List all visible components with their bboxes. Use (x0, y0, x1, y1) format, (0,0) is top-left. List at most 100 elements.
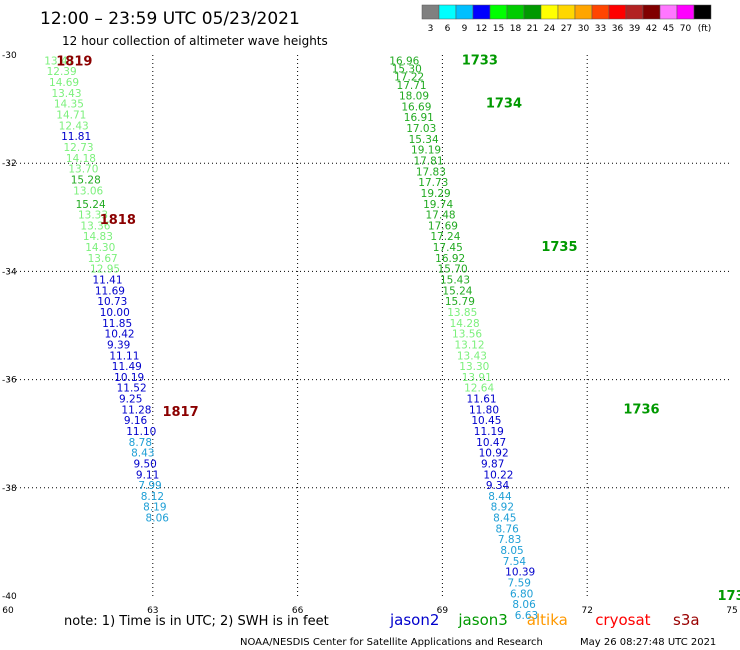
swh-value-jason3: 10.22 (483, 469, 513, 481)
x-tick-label: 66 (292, 606, 304, 616)
swh-value-s3a: 14.18 (66, 153, 96, 165)
x-tick-label: 60 (2, 606, 14, 616)
swh-value-s3a: 12.95 (90, 264, 120, 276)
swh-value-jason3: 13.12 (454, 339, 484, 351)
swh-value-jason3: 18.09 (399, 91, 429, 103)
satellite-label-s3a: s3a (673, 611, 700, 629)
footer-timestamp: May 26 08:27:48 UTC 2021 (580, 637, 716, 648)
swh-value-jason3: 13.85 (447, 307, 477, 319)
legend-label: 42 (646, 24, 657, 34)
swh-value-s3a: 10.73 (97, 296, 127, 308)
x-tick-label: 72 (581, 606, 592, 616)
legend-label: (ft) (698, 24, 712, 34)
swh-value-jason3: 16.96 (389, 55, 419, 67)
swh-value-jason3: 19.29 (421, 188, 451, 200)
footer-note: note: 1) Time is in UTC; 2) SWH is in fe… (64, 614, 329, 629)
legend-swatch (591, 4, 610, 20)
time-labels: 1819 1818 1817 1733 1734 1735 1736 173 (56, 53, 740, 604)
swh-value-s3a: 11.69 (95, 285, 125, 297)
swh-value-jason3: 7.59 (508, 577, 531, 589)
swh-value-s3a: 11.11 (109, 350, 139, 362)
swh-value-s3a: 15.28 (71, 174, 101, 186)
swh-value-jason3: 7.54 (503, 556, 527, 568)
legend-label: 24 (544, 24, 556, 34)
swh-value-jason3: 11.19 (474, 426, 504, 438)
time-label-s3a: 1819 (56, 54, 92, 69)
swh-value-s3a: 10.19 (114, 372, 144, 384)
swh-value-jason3: 17.45 (433, 242, 463, 254)
legend-label: 33 (595, 24, 606, 34)
swh-value-s3a: 14.69 (49, 77, 79, 89)
swh-value-jason3: 14.28 (450, 318, 480, 330)
footer-credit: NOAA/NESDIS Center for Satellite Applica… (240, 637, 543, 648)
swh-value-s3a: 13.43 (51, 88, 81, 100)
swh-value-jason3: 19.74 (423, 199, 453, 211)
swh-value-s3a: 13.70 (68, 164, 98, 176)
satellite-label-jason2: jason2 (389, 611, 439, 629)
swh-value-s3a: 7.99 (138, 480, 161, 492)
swh-value-s3a: 11.85 (102, 318, 132, 330)
swh-marks: 13.4712.3914.6913.4314.3514.7112.4311.81… (44, 55, 538, 622)
legend-swatch (693, 4, 712, 20)
time-label-jason3: 1735 (541, 240, 577, 255)
swh-value-s3a: 13.47 (44, 55, 74, 67)
legend-label: 45 (663, 24, 674, 34)
swh-value-jason3: 8.92 (491, 502, 514, 514)
satellite-label-jason3: jason3 (457, 611, 507, 629)
swh-value-jason3: 13.56 (452, 329, 482, 341)
legend-swatch (574, 4, 593, 20)
swh-value-s3a: 14.30 (85, 242, 115, 254)
swh-value-s3a: 15.24 (76, 199, 106, 211)
swh-value-jason3: 10.47 (476, 437, 506, 449)
legend-label: 15 (493, 24, 504, 34)
swh-value-jason3: 17.69 (428, 220, 458, 232)
legend-swatch (438, 4, 457, 20)
swh-value-jason3: 13.30 (459, 361, 489, 373)
y-tick-label: -40 (2, 592, 17, 602)
legend-swatch (540, 4, 559, 20)
y-tick-label: -32 (2, 159, 17, 169)
x-tick-label: 63 (147, 606, 158, 616)
satellite-legend: jason2 jason3 altika cryosat s3a (389, 611, 700, 629)
swh-value-jason3: 16.69 (401, 101, 431, 113)
time-label-s3a: 1818 (100, 213, 136, 228)
swh-value-s3a: 11.49 (112, 361, 142, 373)
swh-value-jason3: 17.73 (418, 177, 448, 189)
swh-value-s3a: 9.25 (119, 394, 142, 406)
chart-title: 12:00 – 23:59 UTC 05/23/2021 (40, 9, 300, 29)
swh-value-s3a: 13.33 (78, 210, 108, 222)
satellite-label-altika: altika (527, 611, 568, 629)
swh-value-s3a: 9.16 (124, 415, 148, 427)
legend-label: 21 (527, 24, 538, 34)
swh-value-jason3: 7.83 (498, 534, 521, 546)
swh-value-jason3: 10.92 (479, 448, 509, 460)
legend-swatch (421, 4, 440, 20)
swh-value-jason3: 17.22 (394, 72, 424, 84)
x-tick-label: 75 (726, 606, 737, 616)
y-tick-label: -34 (2, 267, 17, 277)
legend-label: 36 (612, 24, 624, 34)
satellite-label-cryosat: cryosat (595, 611, 650, 629)
swh-value-s3a: 13.36 (80, 220, 110, 232)
legend-swatch (472, 4, 491, 20)
legend-swatch (489, 4, 508, 20)
color-scale-legend: 3 6 9 12 15 18 21 24 27 30 33 36 39 42 45 70 (ft) (421, 4, 712, 34)
y-tick-label: -38 (2, 484, 17, 494)
swh-value-jason3: 16.92 (435, 253, 465, 265)
legend-label: 3 (428, 24, 434, 34)
swh-value-s3a: 12.73 (64, 142, 94, 154)
swh-value-s3a: 8.19 (143, 502, 166, 514)
swh-value-s3a: 8.12 (141, 491, 164, 503)
swh-value-s3a: 11.41 (92, 275, 122, 287)
swh-value-jason3: 12.64 (464, 383, 494, 395)
swh-value-jason3: 15.79 (445, 296, 475, 308)
swh-value-jason3: 13.91 (462, 372, 492, 384)
swh-value-s3a: 12.43 (59, 120, 89, 132)
swh-value-jason3: 17.48 (426, 210, 456, 222)
swh-value-jason3: 9.34 (486, 480, 510, 492)
legend-label: 9 (462, 24, 468, 34)
swh-value-jason3: 10.45 (471, 415, 501, 427)
swh-value-jason3: 6.80 (510, 588, 533, 600)
legend-label: 70 (680, 24, 692, 34)
